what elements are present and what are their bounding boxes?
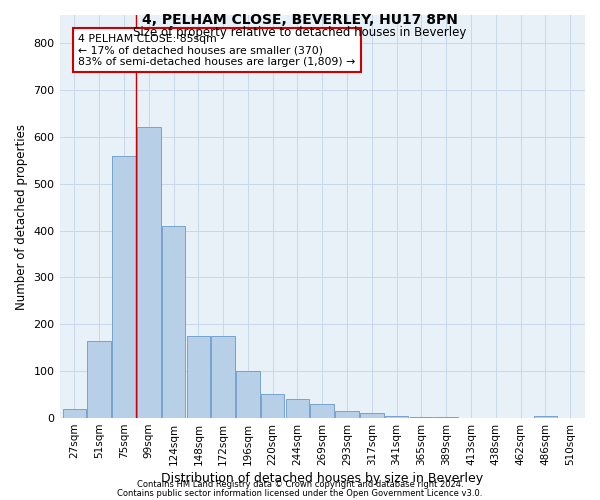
- Y-axis label: Number of detached properties: Number of detached properties: [15, 124, 28, 310]
- Text: 4, PELHAM CLOSE, BEVERLEY, HU17 8PN: 4, PELHAM CLOSE, BEVERLEY, HU17 8PN: [142, 12, 458, 26]
- Bar: [310, 404, 334, 418]
- Bar: [162, 226, 185, 418]
- Bar: [385, 416, 409, 418]
- Bar: [360, 414, 383, 418]
- Bar: [236, 371, 260, 418]
- Text: 4 PELHAM CLOSE: 85sqm
← 17% of detached houses are smaller (370)
83% of semi-det: 4 PELHAM CLOSE: 85sqm ← 17% of detached …: [78, 34, 355, 67]
- Bar: [261, 394, 284, 418]
- Bar: [88, 340, 111, 418]
- Bar: [137, 128, 161, 418]
- Bar: [187, 336, 210, 418]
- Bar: [533, 416, 557, 418]
- Text: Contains public sector information licensed under the Open Government Licence v3: Contains public sector information licen…: [118, 490, 482, 498]
- Bar: [434, 417, 458, 418]
- Bar: [211, 336, 235, 418]
- Bar: [335, 411, 359, 418]
- Text: Size of property relative to detached houses in Beverley: Size of property relative to detached ho…: [133, 26, 467, 39]
- Bar: [286, 400, 309, 418]
- Bar: [62, 408, 86, 418]
- Bar: [410, 416, 433, 418]
- Bar: [112, 156, 136, 418]
- X-axis label: Distribution of detached houses by size in Beverley: Distribution of detached houses by size …: [161, 472, 484, 485]
- Text: Contains HM Land Registry data © Crown copyright and database right 2024.: Contains HM Land Registry data © Crown c…: [137, 480, 463, 489]
